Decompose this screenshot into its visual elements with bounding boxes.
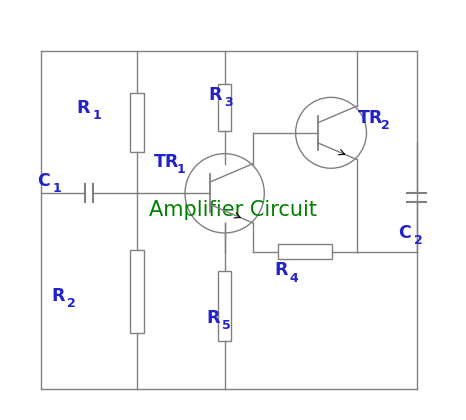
Bar: [278, 244, 332, 259]
Text: R: R: [52, 286, 65, 304]
Text: 4: 4: [290, 271, 299, 284]
Text: TR: TR: [358, 109, 384, 127]
Text: R: R: [208, 86, 221, 104]
Bar: [130, 250, 144, 333]
Text: 1: 1: [177, 163, 185, 176]
Text: 2: 2: [68, 297, 76, 310]
Bar: [218, 271, 231, 341]
Text: C: C: [37, 172, 50, 190]
Text: 2: 2: [381, 119, 390, 132]
Text: 1: 1: [92, 109, 101, 122]
Text: 5: 5: [222, 320, 231, 333]
Text: C: C: [398, 224, 411, 242]
Bar: [130, 92, 144, 152]
Text: TR: TR: [154, 153, 179, 171]
Text: R: R: [206, 310, 219, 328]
Text: Amplifier Circuit: Amplifier Circuit: [149, 200, 317, 220]
Text: R: R: [76, 99, 90, 117]
Bar: [218, 84, 231, 131]
Text: 2: 2: [414, 234, 422, 247]
Text: 3: 3: [224, 96, 233, 109]
Text: 1: 1: [53, 182, 62, 195]
Text: R: R: [274, 262, 288, 279]
